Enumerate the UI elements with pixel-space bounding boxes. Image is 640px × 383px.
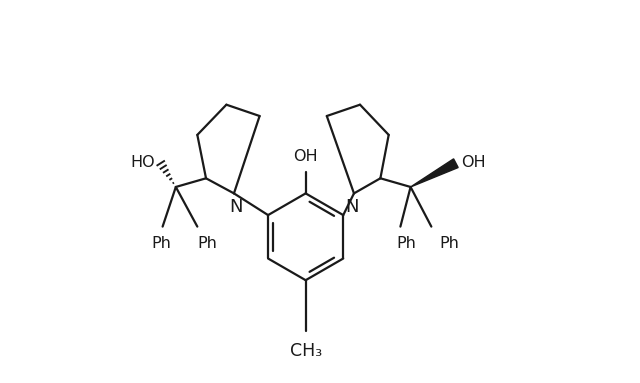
- Text: OH: OH: [293, 149, 318, 164]
- Text: CH₃: CH₃: [289, 342, 322, 360]
- Polygon shape: [411, 159, 458, 187]
- Text: N: N: [229, 198, 243, 216]
- Text: HO: HO: [131, 155, 155, 170]
- Text: Ph: Ph: [397, 236, 417, 251]
- Text: N: N: [346, 198, 359, 216]
- Text: Ph: Ph: [151, 236, 171, 251]
- Text: Ph: Ph: [439, 236, 459, 251]
- Text: OH: OH: [461, 155, 486, 170]
- Text: Ph: Ph: [197, 236, 217, 251]
